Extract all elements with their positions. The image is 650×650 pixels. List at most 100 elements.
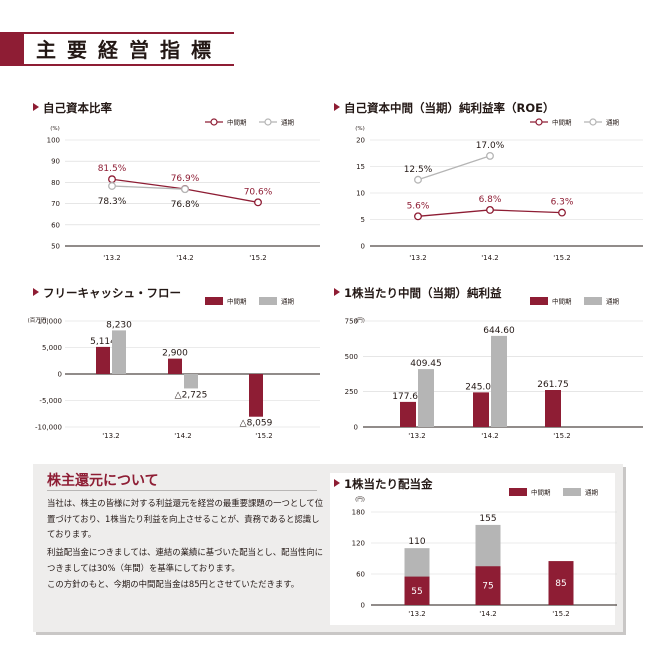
data-label: 177.63: [392, 392, 424, 402]
roe-title: 自己資本中間（当期）純利益率（ROE）: [344, 101, 555, 115]
y-tick-label: 250: [345, 388, 358, 396]
data-label: 644.60: [483, 326, 515, 336]
legend-swatch-icon: [530, 297, 548, 305]
x-tick-label: '13.2: [408, 610, 426, 618]
legend-label: 中間期: [227, 297, 247, 306]
y-tick-label: 15: [356, 163, 365, 171]
data-point: [558, 208, 566, 217]
data-label: 78.3%: [98, 197, 127, 207]
y-tick-label: 50: [51, 243, 60, 251]
legend-label: 通期: [281, 297, 295, 306]
y-tick-label: 750: [345, 318, 358, 326]
data-point: [181, 185, 189, 194]
y-tick-label: 0: [361, 602, 365, 610]
y-tick-label: 80: [51, 179, 60, 187]
legend-marker-icon: [535, 118, 543, 126]
data-label: 76.9%: [171, 174, 200, 184]
x-tick-label: '15.2: [553, 254, 571, 262]
triangle-bullet-icon: [334, 288, 340, 296]
y-tick-label: -10,000: [35, 424, 62, 432]
x-tick-label: '13.2: [409, 254, 427, 262]
y-tick-label: 5: [361, 216, 365, 224]
legend-swatch-icon: [205, 297, 223, 305]
eps-chart: (円) 中間期 通期 750 500 250 0 '13.2 '14.2 '15.2 177.63 2…: [345, 297, 643, 440]
panel-title-roe: 自己資本中間（当期）純利益率（ROE）: [334, 100, 555, 116]
y-tick-label: 60: [356, 571, 365, 579]
legend-label: 通期: [606, 297, 620, 306]
legend-label: 通期: [585, 488, 599, 497]
data-point: [414, 175, 422, 184]
data-label: 6.3%: [551, 198, 574, 208]
x-tick-label: '15.2: [552, 610, 570, 618]
fcf-title: フリーキャッシュ・フロー: [43, 286, 181, 300]
series-line: [417, 155, 491, 181]
y-tick-label: 100: [47, 137, 60, 145]
equity-ratio-title: 自己資本比率: [43, 101, 112, 115]
bar: [418, 369, 434, 427]
data-label: 155: [479, 514, 496, 524]
data-label: 2,900: [162, 349, 188, 359]
bar: [112, 330, 126, 374]
bar: [548, 561, 574, 605]
y-tick-label: 0: [354, 424, 358, 432]
header-rule-bottom: [24, 64, 234, 66]
data-point: [108, 175, 116, 184]
y-tick-label: 60: [51, 221, 60, 229]
bar: [475, 566, 501, 605]
panel-title-eps: 1株当たり中間（当期）純利益: [334, 285, 502, 301]
panel-title-equity-ratio: 自己資本比率: [33, 100, 112, 116]
legend-swatch-icon: [563, 488, 581, 496]
series-line: [111, 185, 186, 190]
y-tick-label: 70: [51, 200, 60, 208]
data-label: 76.8%: [171, 200, 200, 210]
y-tick-label: 120: [352, 540, 365, 548]
legend-swatch-icon: [584, 297, 602, 305]
x-tick-label: '14.2: [481, 432, 499, 440]
legend-label: 中間期: [531, 488, 551, 497]
dividend-title: 1株当たり配当金: [344, 477, 433, 491]
y-tick-label: 500: [345, 353, 358, 361]
data-point: [486, 151, 494, 160]
dividend-chart: (円) 中間期 通期 180 120 60 0 '13.2 '14.2 '15.2 110 55 155…: [352, 488, 617, 618]
roe-chart: (%) 中間期 通期 20 15 10 5 0 '13.2 '14.2 '15.2 5.6% 6.8% 6…: [355, 118, 643, 262]
panel-title-fcf: フリーキャッシュ・フロー: [33, 285, 181, 301]
y-tick-label: 0: [58, 371, 62, 379]
shareholder-returns-paragraph-1: 当社は、株主の皆様に対する利益還元を経営の最重要課題の一つとして位置づけており、…: [47, 498, 324, 539]
legend-marker-icon: [264, 118, 272, 126]
y-axis-unit-label: (%): [50, 126, 60, 132]
y-axis-unit-label: (円): [355, 317, 365, 324]
fcf-chart: (百万円) 中間期 通期 10,000 5,000 0 -5,000 -10,000 '13.2…: [28, 297, 320, 440]
data-label: 5,114: [90, 337, 116, 347]
y-tick-label: 5,000: [42, 344, 62, 352]
header-rule-top: [24, 32, 234, 34]
data-label: 6.8%: [479, 195, 502, 205]
legend-label: 通期: [606, 118, 620, 127]
data-label: 70.6%: [244, 187, 273, 197]
y-tick-label: 20: [356, 137, 365, 145]
bar: [249, 374, 263, 417]
data-label: 110: [408, 537, 425, 547]
legend-label: 中間期: [227, 118, 247, 127]
triangle-bullet-icon: [33, 288, 39, 296]
x-tick-label: '14.2: [174, 432, 192, 440]
data-label: 81.5%: [98, 164, 127, 174]
y-tick-label: 0: [361, 243, 365, 251]
y-tick-label: 180: [352, 509, 365, 517]
x-tick-label: '13.2: [408, 432, 426, 440]
data-point: [254, 198, 262, 207]
header-accent-block: [0, 32, 24, 66]
data-label: 55: [411, 587, 422, 597]
y-axis-unit-label: (百万円): [28, 317, 49, 324]
bar: [491, 335, 507, 427]
data-label: 8,230: [106, 320, 132, 330]
page-title: 主要経営指標: [36, 38, 222, 62]
shareholder-returns-paragraph-3: この方針のもと、今期の中間配当金は85円とさせていただきます。: [47, 579, 300, 589]
x-tick-label: '15.2: [553, 432, 571, 440]
data-point: [108, 182, 116, 190]
triangle-bullet-icon: [334, 103, 340, 111]
data-label: 17.0%: [476, 141, 505, 151]
data-point: [414, 212, 422, 221]
y-axis-unit-label: (円): [355, 496, 365, 503]
x-tick-label: '14.2: [479, 610, 497, 618]
